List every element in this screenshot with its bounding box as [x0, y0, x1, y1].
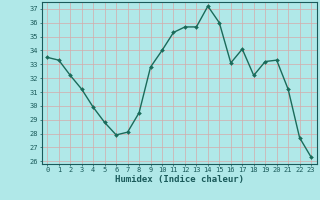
X-axis label: Humidex (Indice chaleur): Humidex (Indice chaleur) [115, 175, 244, 184]
